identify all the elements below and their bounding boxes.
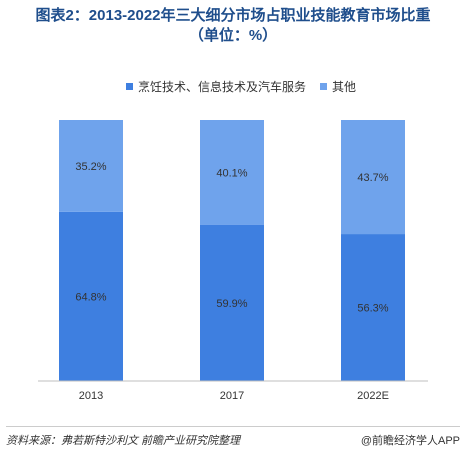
- data-label-2017-series1: 59.9%: [216, 298, 247, 310]
- footer: 资料来源：弗若斯特沙利文 前瞻产业研究院整理 @前瞻经济学人APP: [6, 432, 460, 448]
- data-label-2013-series1: 64.8%: [75, 291, 106, 303]
- legend-label-2: 其他: [332, 80, 356, 94]
- bar-2017-series2: [200, 120, 264, 225]
- footer-divider: [6, 426, 460, 427]
- data-label-2013-series2: 35.2%: [75, 161, 106, 173]
- x-tick-label-2017: 2017: [220, 390, 244, 402]
- source-note: 资料来源：弗若斯特沙利文 前瞻产业研究院整理: [6, 435, 241, 447]
- chart-title-line1: 图表2：2013-2022年三大细分市场占职业技能教育市场比重: [35, 7, 431, 24]
- brand-credit: @前瞻经济学人APP: [360, 435, 460, 447]
- data-label-2017-series2: 40.1%: [216, 167, 247, 179]
- chart-title: 图表2：2013-2022年三大细分市场占职业技能教育市场比重 （单位：%）: [0, 6, 466, 46]
- legend-item-1: 烹饪技术、信息技术及汽车服务: [126, 79, 306, 94]
- data-label-2022E-series2: 43.7%: [357, 172, 388, 184]
- data-label-2022E-series1: 56.3%: [357, 303, 388, 315]
- legend-label-1: 烹饪技术、信息技术及汽车服务: [138, 79, 306, 94]
- legend-swatch-2: [320, 83, 327, 90]
- bar-2013-series2: [59, 120, 123, 212]
- bar-2017-series1: [200, 224, 264, 381]
- bar-2022E-series2: [341, 120, 405, 235]
- bar-2022E-series1: [341, 234, 405, 381]
- legend-item-2: 其他: [320, 80, 356, 94]
- x-tick-label-2013: 2013: [79, 390, 103, 402]
- legend-swatch-1: [126, 83, 133, 90]
- bar-2013-series1: [59, 211, 123, 381]
- x-tick-label-2022E: 2022E: [357, 390, 389, 402]
- chart-title-line2: （单位：%）: [188, 27, 278, 44]
